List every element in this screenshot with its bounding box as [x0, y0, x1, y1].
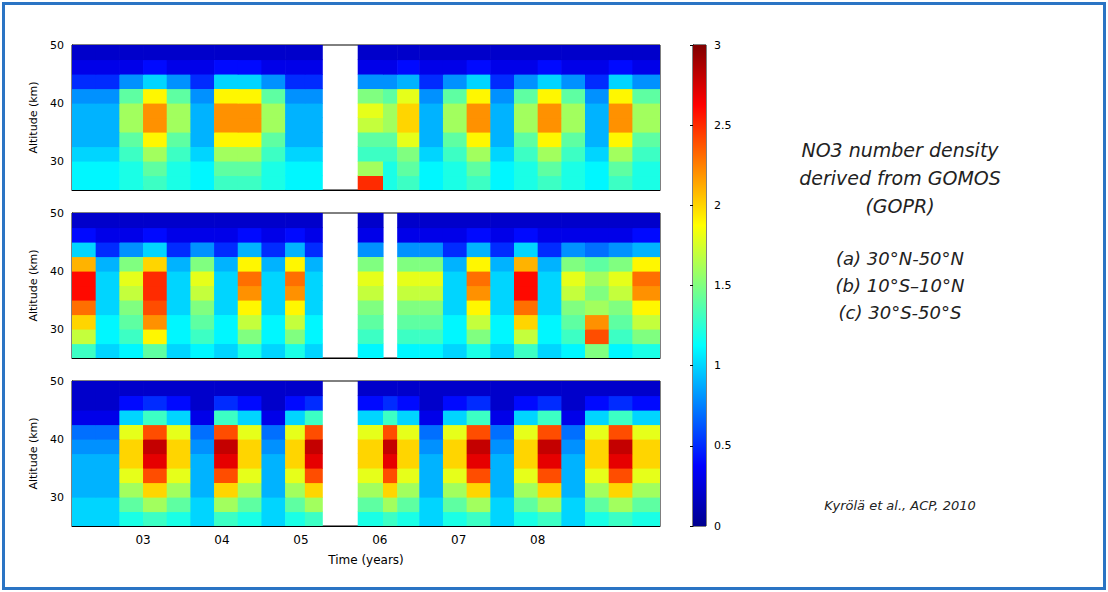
- svg-text:08: 08: [530, 533, 545, 547]
- svg-text:(GOPR): (GOPR): [865, 195, 934, 217]
- svg-text:50: 50: [50, 39, 64, 52]
- svg-text:07: 07: [451, 533, 466, 547]
- svg-text:50: 50: [50, 375, 64, 388]
- svg-text:40: 40: [50, 265, 64, 278]
- svg-text:0: 0: [714, 520, 721, 533]
- svg-text:1: 1: [714, 359, 721, 372]
- svg-text:Altitude (km): Altitude (km): [27, 81, 40, 153]
- svg-text:Altitude (km): Altitude (km): [27, 249, 40, 321]
- svg-text:03: 03: [135, 533, 150, 547]
- svg-text:NO3 number density: NO3 number density: [801, 139, 999, 161]
- svg-text:40: 40: [50, 97, 64, 110]
- svg-text:(a) 30°N-50°N: (a) 30°N-50°N: [836, 248, 964, 269]
- svg-text:1.5: 1.5: [714, 279, 732, 292]
- svg-text:30: 30: [50, 155, 64, 168]
- svg-text:30: 30: [50, 323, 64, 336]
- svg-text:30: 30: [50, 491, 64, 504]
- svg-text:Time (years): Time (years): [327, 553, 404, 567]
- svg-text:50: 50: [50, 207, 64, 220]
- svg-text:05: 05: [293, 533, 308, 547]
- svg-text:derived from GOMOS: derived from GOMOS: [799, 167, 1001, 189]
- svg-text:2: 2: [714, 199, 721, 212]
- svg-text:3: 3: [714, 39, 721, 52]
- svg-text:06: 06: [372, 533, 387, 547]
- svg-text:0.5: 0.5: [714, 439, 732, 452]
- svg-text:(c) 30°S-50°S: (c) 30°S-50°S: [839, 302, 962, 323]
- svg-text:Kyrölä et al., ACP, 2010: Kyrölä et al., ACP, 2010: [824, 498, 975, 513]
- svg-text:04: 04: [214, 533, 229, 547]
- svg-text:40: 40: [50, 433, 64, 446]
- svg-text:(b) 10°S–10°N: (b) 10°S–10°N: [836, 275, 965, 296]
- svg-text:2.5: 2.5: [714, 119, 732, 132]
- svg-text:Altitude (km): Altitude (km): [27, 417, 40, 489]
